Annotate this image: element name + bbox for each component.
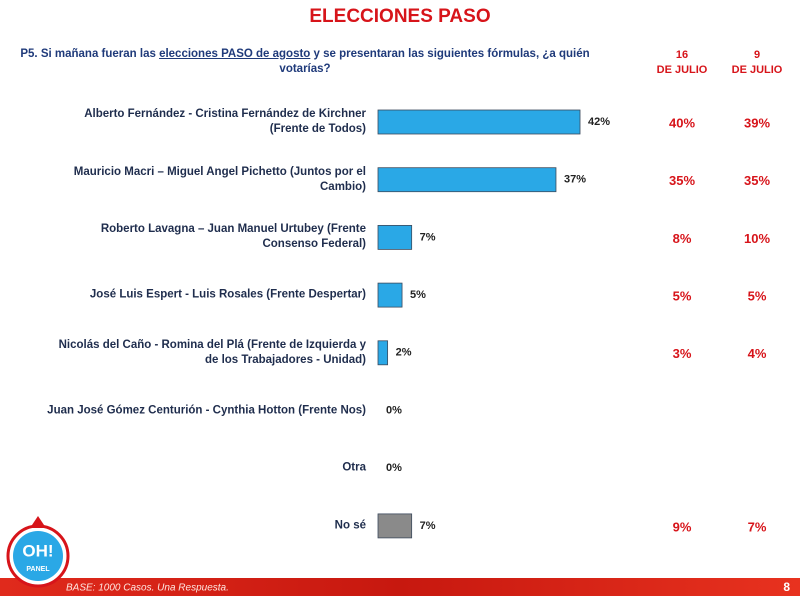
value-label: 37% xyxy=(564,174,586,186)
logo-flame xyxy=(30,516,46,528)
title: ELECCIONES PASO xyxy=(309,6,491,27)
column-header: 9 xyxy=(754,49,760,61)
value-label: 7% xyxy=(420,520,436,532)
comparison-value: 39% xyxy=(744,115,770,130)
comparison-value: 9% xyxy=(673,519,692,534)
comparison-value: 35% xyxy=(669,173,695,188)
value-label: 2% xyxy=(396,347,412,359)
value-label: 5% xyxy=(410,289,426,301)
bar xyxy=(377,109,581,135)
comparison-value: 35% xyxy=(744,173,770,188)
category-label: Nicolás del Caño - Romina del Plá (Frent… xyxy=(58,338,366,366)
category-label: Juan José Gómez Centurión - Cynthia Hott… xyxy=(47,404,366,416)
category-label: Otra xyxy=(342,461,366,474)
comparison-value: 10% xyxy=(744,231,770,246)
category-label: Alberto Fernández - Cristina Fernández d… xyxy=(84,108,366,135)
value-label: 0% xyxy=(386,404,402,416)
logo-text: OH! xyxy=(22,541,53,560)
logo-subtext: PANEL xyxy=(26,566,50,573)
comparison-value: 3% xyxy=(673,346,692,361)
bar xyxy=(377,513,413,539)
question: P5. Si mañana fueran las elecciones PASO… xyxy=(20,47,590,77)
value-label: 0% xyxy=(386,462,402,474)
bar xyxy=(377,167,557,193)
question-highlight: elecciones PASO de agosto xyxy=(159,48,311,60)
bar xyxy=(377,224,413,250)
question-part: y se presentaran las siguientes fórmulas… xyxy=(279,48,590,75)
category-label: Roberto Lavagna – Juan Manuel Urtubey (F… xyxy=(100,223,366,251)
category-label: José Luis Espert - Luis Rosales (Frente … xyxy=(89,288,366,301)
comparison-value: 8% xyxy=(673,231,692,246)
category-label: No sé xyxy=(334,519,366,532)
comparison-value: 40% xyxy=(669,115,695,130)
column-header: 16 xyxy=(676,49,688,61)
comparison-value: 7% xyxy=(748,519,767,534)
value-label: 7% xyxy=(420,231,436,243)
question-part: P5. Si mañana fueran las xyxy=(20,48,160,60)
value-label: 42% xyxy=(588,116,610,128)
logo-disc xyxy=(13,531,63,581)
category-label: Mauricio Macri – Miguel Angel Pichetto (… xyxy=(73,165,366,193)
comparison-value: 5% xyxy=(673,289,692,304)
footer-band xyxy=(0,578,800,596)
comparison-value: 4% xyxy=(748,346,767,361)
bar xyxy=(377,340,389,366)
page-number: 8 xyxy=(783,580,790,594)
column-header: DE JULIO xyxy=(732,64,783,76)
comparison-value: 5% xyxy=(748,289,767,304)
footer-base: BASE: 1000 Casos. Una Respuesta. xyxy=(66,583,229,594)
column-header: DE JULIO xyxy=(657,64,708,76)
bar xyxy=(377,282,403,308)
